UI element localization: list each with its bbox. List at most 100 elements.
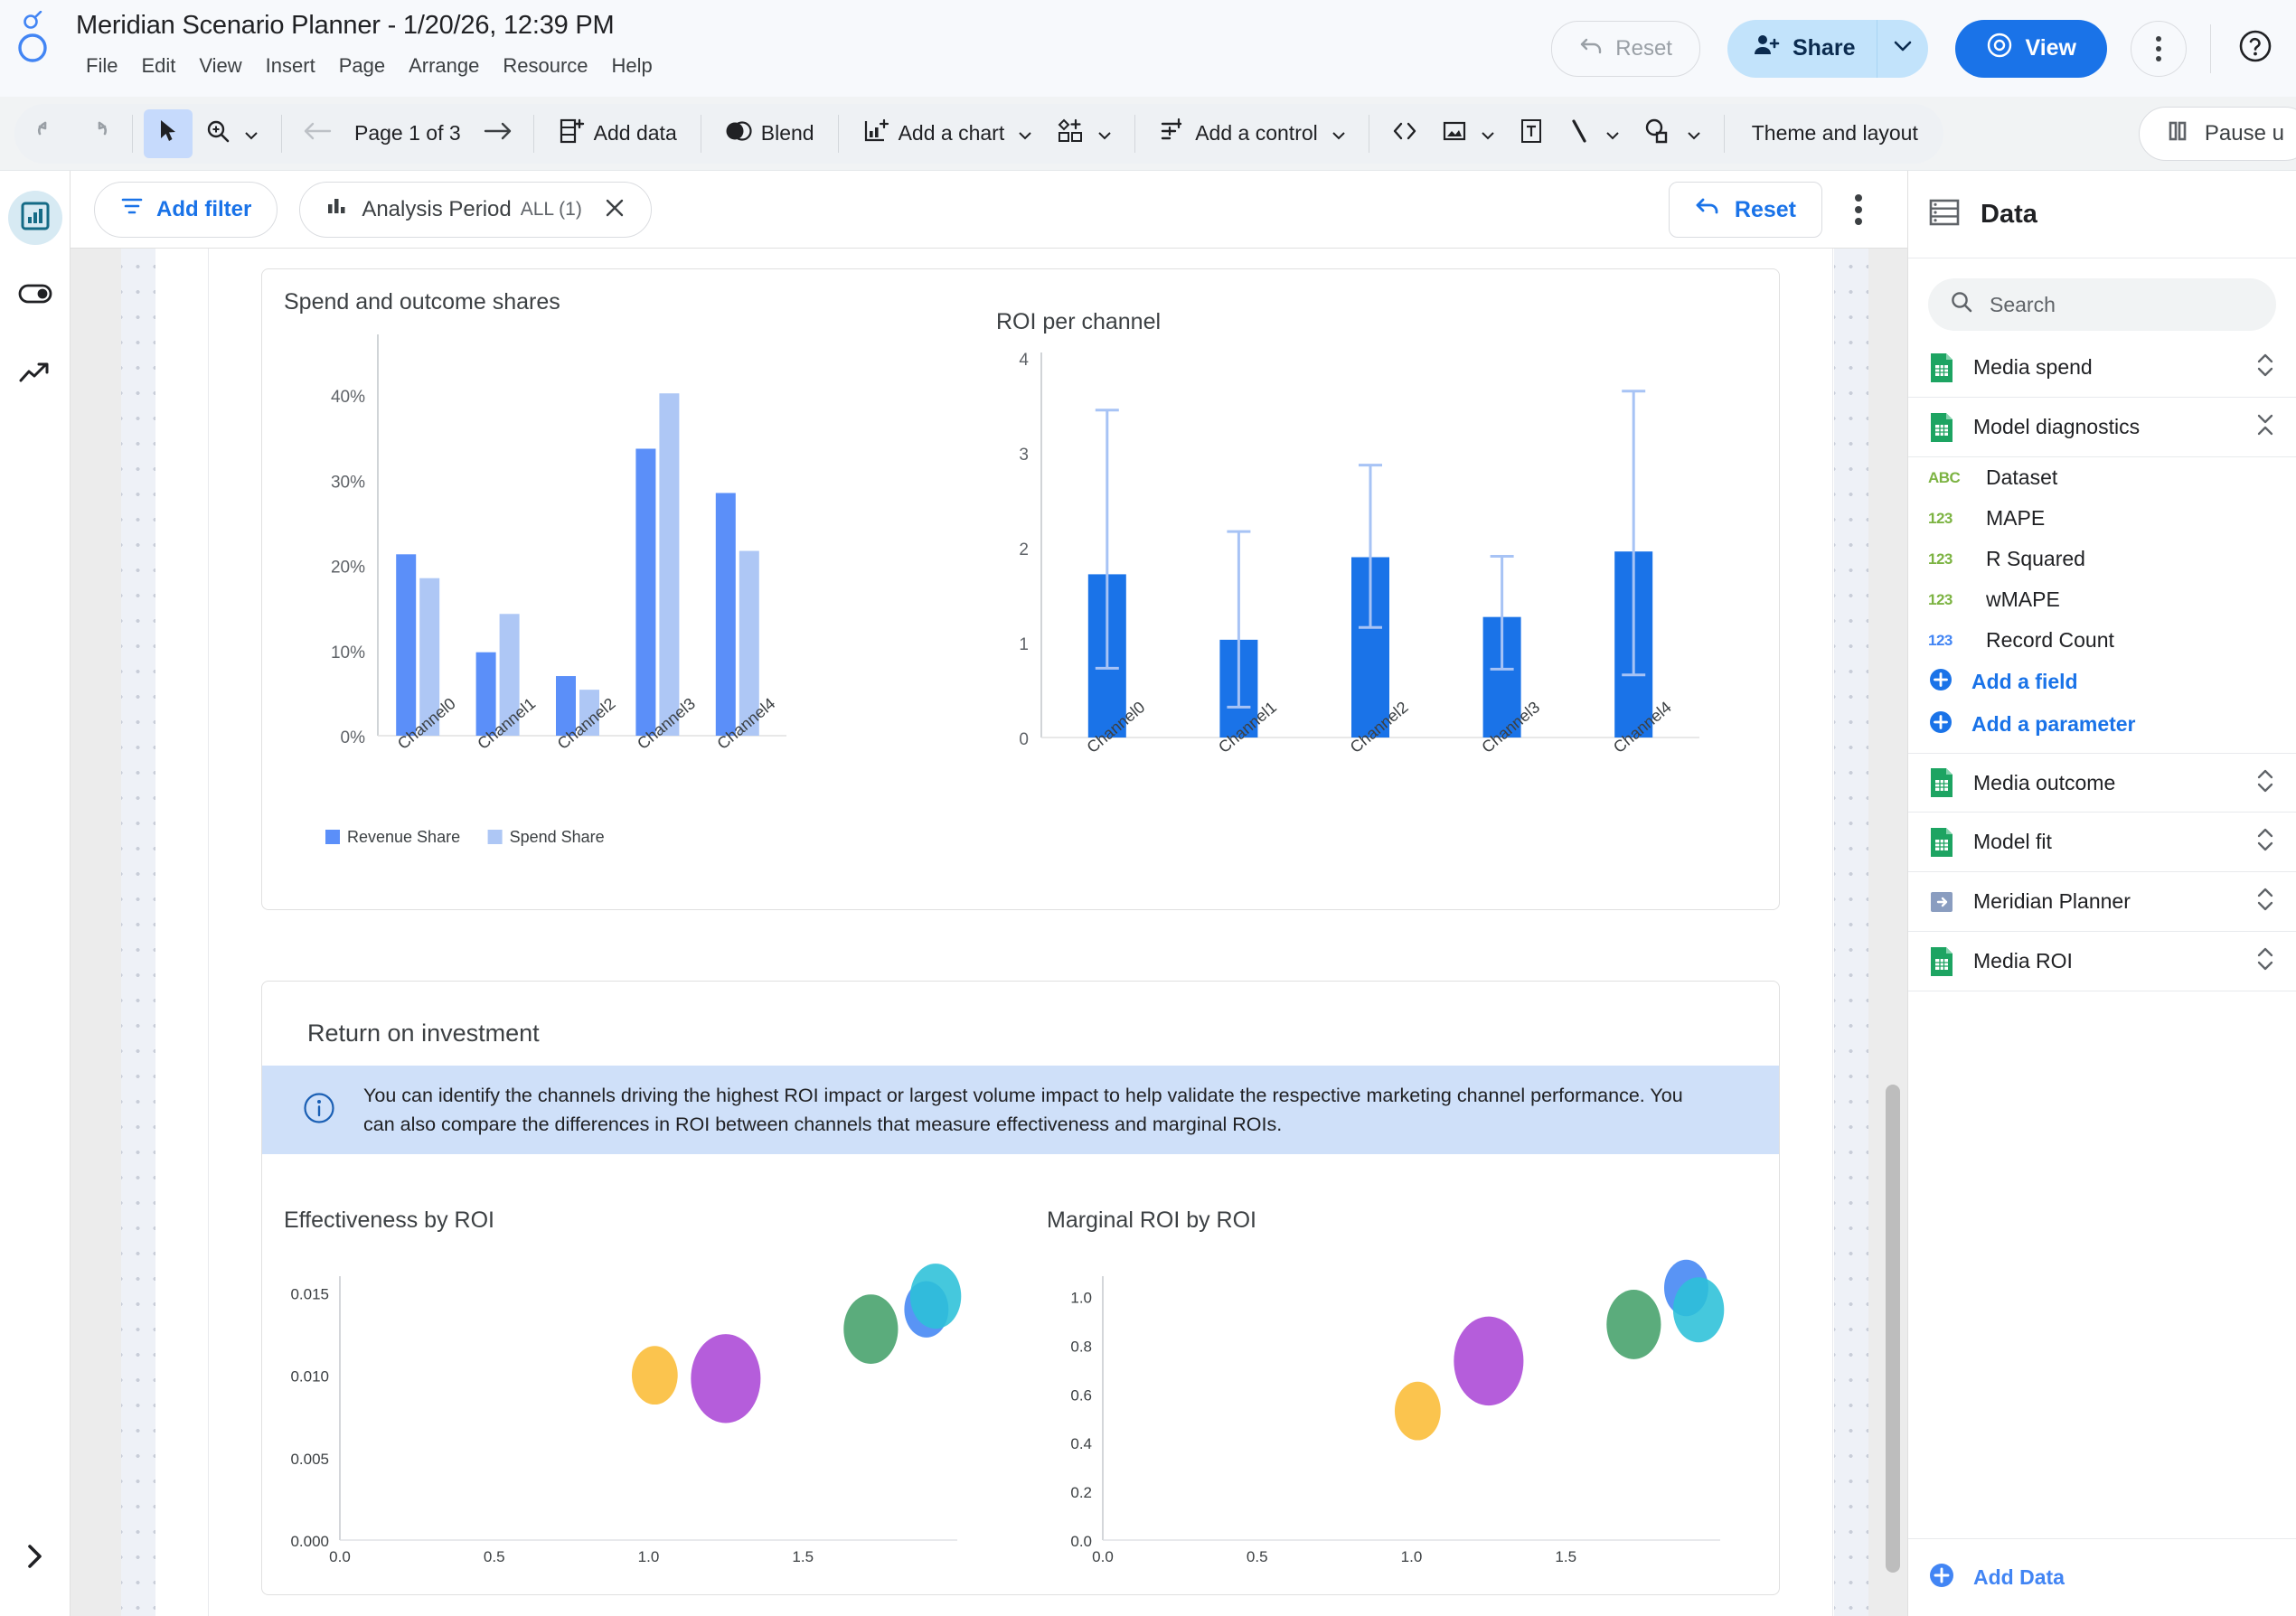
menu-item-help[interactable]: Help bbox=[611, 54, 653, 77]
close-icon[interactable] bbox=[604, 197, 626, 222]
chart-roi-per-channel[interactable]: 0 1 2 3 4 Channel0 Channel1 Channel2 Channel3 Cha… bbox=[985, 340, 1772, 900]
view-button[interactable]: View bbox=[1955, 19, 2107, 78]
svg-text:0.8: 0.8 bbox=[1070, 1338, 1092, 1355]
field-record-count[interactable]: 123 Record Count bbox=[1908, 620, 2296, 661]
collapse-chevrons-icon[interactable] bbox=[2254, 411, 2276, 443]
filter-bar-more-button[interactable] bbox=[1831, 182, 1886, 238]
data-source-media-outcome[interactable]: Media outcome bbox=[1908, 753, 2296, 813]
canvas-scrollbar[interactable] bbox=[1886, 1085, 1900, 1573]
add-field-button[interactable]: Add a field bbox=[1908, 661, 2296, 703]
undo-button[interactable] bbox=[24, 109, 72, 158]
chart-title-effectiveness-by-roi: Effectiveness by ROI bbox=[284, 1207, 494, 1233]
bar-chart-plus-icon bbox=[862, 117, 889, 150]
svg-text:0.4: 0.4 bbox=[1070, 1435, 1092, 1452]
pause-updates-button[interactable]: Pause u bbox=[2138, 107, 2296, 161]
select-tool-button[interactable] bbox=[144, 108, 193, 158]
field-mape[interactable]: 123 MAPE bbox=[1908, 498, 2296, 539]
code-brackets-icon bbox=[1391, 119, 1418, 148]
menu-item-insert[interactable]: Insert bbox=[265, 54, 315, 77]
data-source-media-spend[interactable]: Media spend bbox=[1908, 338, 2296, 398]
menu-item-resource[interactable]: Resource bbox=[503, 54, 588, 77]
add-data-panel-button[interactable]: Add Data bbox=[1908, 1538, 2296, 1616]
menu-item-view[interactable]: View bbox=[199, 54, 242, 77]
sheets-icon bbox=[1928, 946, 1955, 977]
kebab-menu-icon bbox=[1855, 194, 1862, 225]
sheets-icon bbox=[1928, 352, 1955, 383]
share-dropdown-button[interactable] bbox=[1877, 20, 1928, 78]
reset-button[interactable]: Reset bbox=[1551, 20, 1700, 77]
expand-chevrons-icon[interactable] bbox=[2254, 352, 2276, 383]
add-control-button[interactable]: Add a control bbox=[1146, 109, 1358, 158]
data-panel-title: Data bbox=[1981, 199, 2037, 229]
blend-button[interactable]: Blend bbox=[712, 109, 827, 158]
zoom-tool-button[interactable] bbox=[193, 109, 270, 158]
svg-text:20%: 20% bbox=[331, 559, 365, 578]
menu-item-edit[interactable]: Edit bbox=[141, 54, 176, 77]
chart-title-marginal-roi-by-roi: Marginal ROI by ROI bbox=[1047, 1207, 1257, 1233]
section-card-return-on-investment[interactable]: Return on investment You can identify th… bbox=[261, 981, 1780, 1595]
theme-and-layout-button[interactable]: Theme and layout bbox=[1751, 121, 1918, 145]
data-source-model-diagnostics[interactable]: Model diagnostics bbox=[1908, 398, 2296, 457]
add-filter-button[interactable]: Add filter bbox=[94, 181, 278, 238]
field-dataset[interactable]: ABC Dataset bbox=[1908, 457, 2296, 498]
share-button-label: Share bbox=[1792, 35, 1856, 61]
svg-text:1: 1 bbox=[1019, 635, 1029, 654]
redo-button[interactable] bbox=[72, 109, 121, 158]
expand-chevrons-icon[interactable] bbox=[2254, 945, 2276, 977]
field-r-squared[interactable]: 123 R Squared bbox=[1908, 539, 2296, 579]
field-label: Dataset bbox=[1986, 465, 2058, 489]
svg-text:1.5: 1.5 bbox=[1555, 1548, 1576, 1565]
page-indicator[interactable]: Page 1 of 3 bbox=[354, 121, 461, 145]
svg-text:0.010: 0.010 bbox=[290, 1368, 329, 1386]
chart-spend-outcome-shares[interactable]: 0% 10% 20% 30% 40% Channel0 Channel1 Channel2 Ch… bbox=[271, 320, 958, 898]
sidebar-item-chart[interactable] bbox=[8, 191, 62, 245]
report-canvas[interactable]: Spend and outcome shares ROI per channel… bbox=[71, 249, 1907, 1616]
expand-chevrons-icon[interactable] bbox=[2254, 886, 2276, 917]
data-source-meridian-planner[interactable]: Meridian Planner bbox=[1908, 872, 2296, 932]
filter-chip-analysis-period[interactable]: Analysis Period ALL (1) bbox=[299, 181, 652, 238]
shape-button[interactable] bbox=[1632, 109, 1713, 158]
text-button[interactable] bbox=[1507, 109, 1556, 158]
view-button-label: View bbox=[2025, 35, 2076, 61]
data-panel: Data Search Media spend Model diagnostic… bbox=[1907, 171, 2296, 1616]
expand-chevrons-icon[interactable] bbox=[2254, 826, 2276, 858]
image-button[interactable] bbox=[1429, 109, 1507, 158]
embed-button[interactable] bbox=[1380, 109, 1429, 158]
svg-text:0.5: 0.5 bbox=[484, 1548, 505, 1565]
menu-item-page[interactable]: Page bbox=[338, 54, 386, 77]
more-options-button[interactable] bbox=[2131, 20, 2187, 77]
field-label: MAPE bbox=[1986, 506, 2046, 530]
search-input[interactable]: Search bbox=[1928, 278, 2276, 331]
add-parameter-button[interactable]: Add a parameter bbox=[1908, 703, 2296, 746]
undo-icon bbox=[1579, 34, 1604, 62]
next-page-button[interactable] bbox=[474, 109, 522, 158]
help-button[interactable] bbox=[2227, 21, 2283, 77]
plus-circle-icon bbox=[1928, 667, 1953, 697]
menu-item-arrange[interactable]: Arrange bbox=[409, 54, 480, 77]
chart-marginal-roi-by-roi[interactable]: 0.0 0.2 0.4 0.6 0.8 1.0 0.0 0.5 1.0 1.5 bbox=[1038, 1240, 1761, 1583]
field-wmape[interactable]: 123 wMAPE bbox=[1908, 579, 2296, 620]
svg-text:1.0: 1.0 bbox=[638, 1548, 660, 1565]
chart-card-shares-roi[interactable]: Spend and outcome shares ROI per channel… bbox=[261, 268, 1780, 910]
menu-item-file[interactable]: File bbox=[86, 54, 118, 77]
chart-effectiveness-by-roi[interactable]: 0.000 0.005 0.010 0.015 0.0 0.5 1.0 1.5 bbox=[275, 1240, 998, 1583]
data-source-media-roi[interactable]: Media ROI bbox=[1908, 932, 2296, 991]
report-page: Spend and outcome shares ROI per channel… bbox=[208, 249, 1833, 1616]
expand-panel-button[interactable] bbox=[8, 1531, 62, 1585]
data-source-label: Model diagnostics bbox=[1973, 415, 2141, 438]
filter-reset-button[interactable]: Reset bbox=[1668, 182, 1822, 238]
chevron-down-icon bbox=[1688, 121, 1700, 146]
expand-chevrons-icon[interactable] bbox=[2254, 767, 2276, 799]
data-source-label: Media ROI bbox=[1973, 949, 2073, 972]
sidebar-item-trend[interactable] bbox=[8, 347, 62, 401]
share-button[interactable]: Share bbox=[1727, 19, 1878, 78]
data-source-model-fit[interactable]: Model fit bbox=[1908, 813, 2296, 872]
text-box-icon bbox=[1519, 117, 1544, 150]
add-data-button[interactable]: Add data bbox=[545, 109, 690, 158]
previous-page-button[interactable] bbox=[293, 109, 342, 158]
add-chart-button[interactable]: Add a chart bbox=[850, 109, 1045, 158]
sidebar-item-toggle[interactable] bbox=[8, 268, 62, 323]
blend-circles-icon bbox=[725, 119, 752, 148]
community-viz-button[interactable] bbox=[1044, 109, 1124, 158]
line-button[interactable] bbox=[1556, 109, 1632, 158]
